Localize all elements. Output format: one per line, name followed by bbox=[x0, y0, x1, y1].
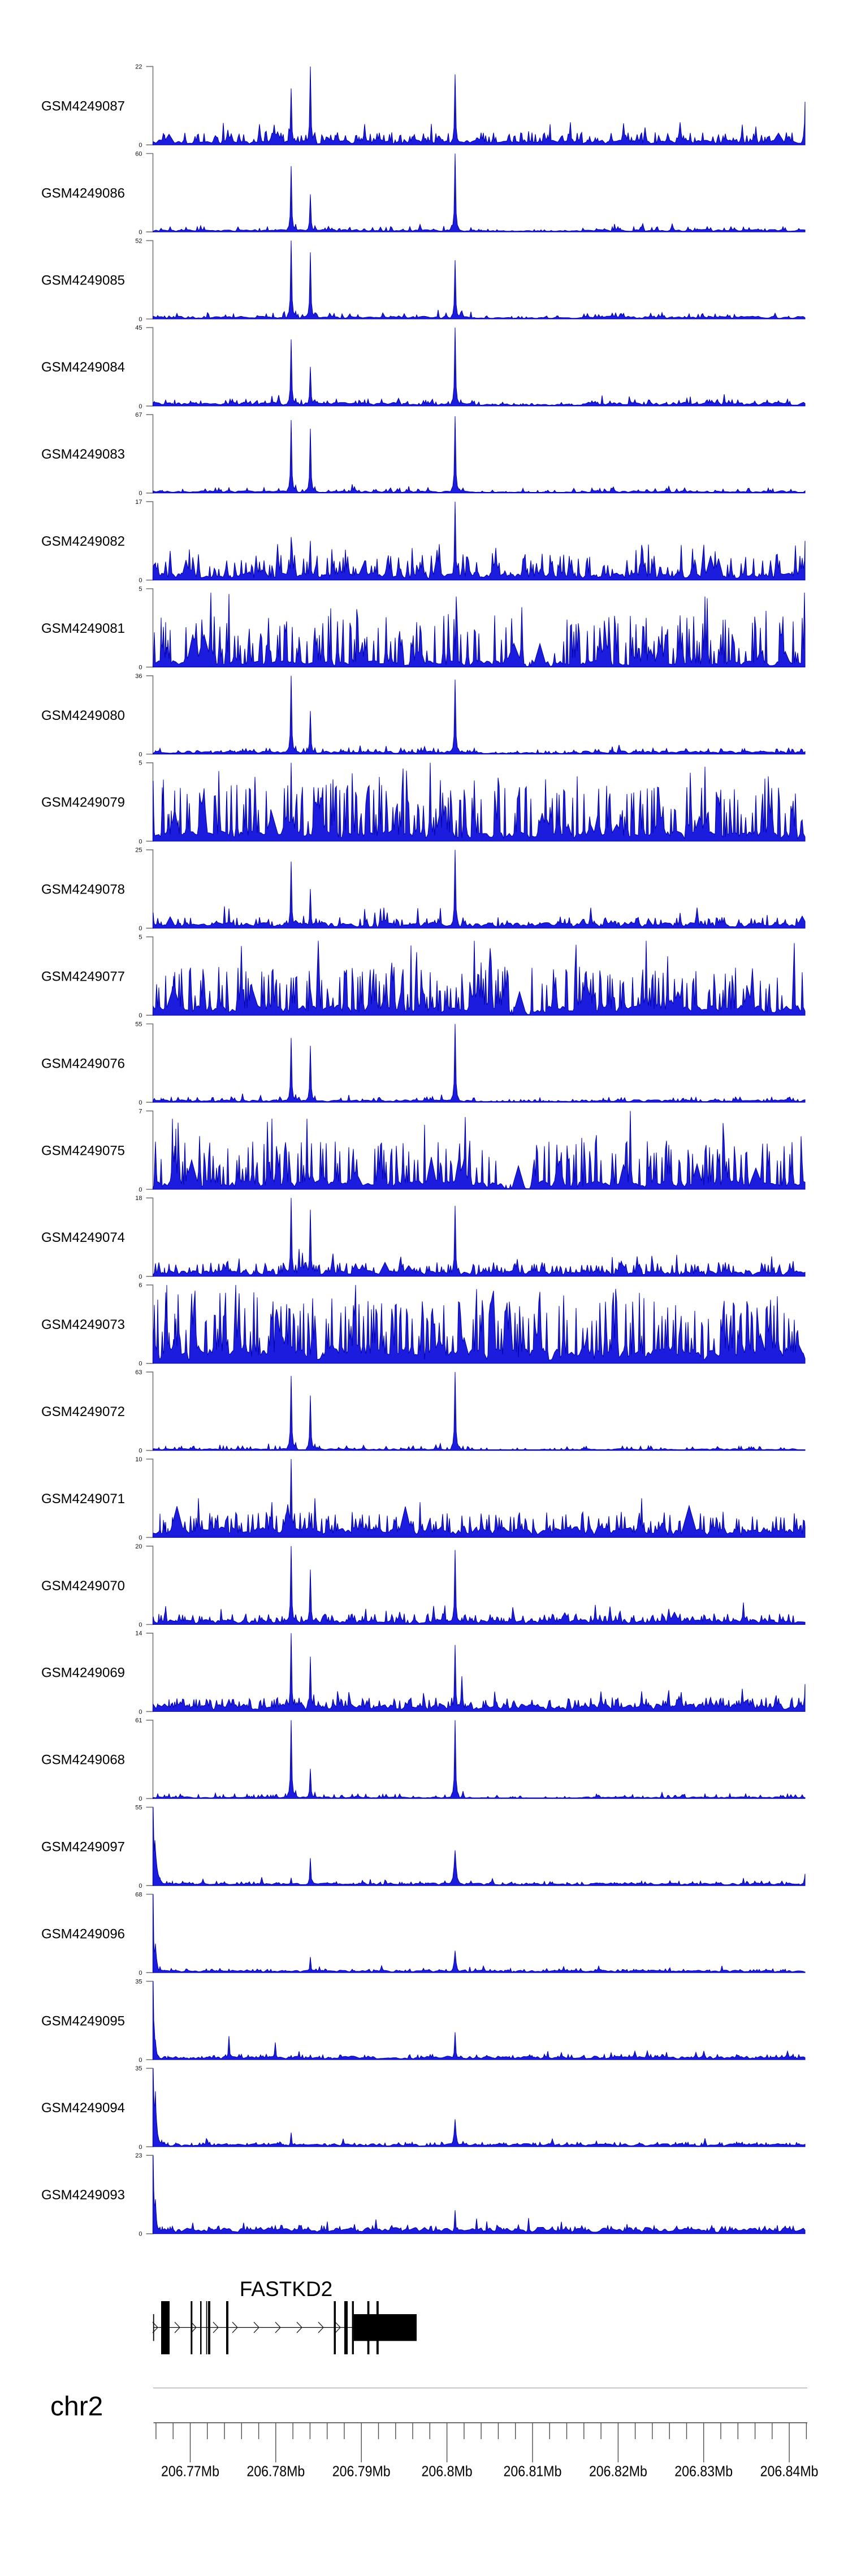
svg-text:chr2: chr2 bbox=[50, 2392, 103, 2422]
svg-text:10: 10 bbox=[135, 1456, 142, 1463]
svg-text:0: 0 bbox=[139, 1448, 142, 1455]
svg-text:63: 63 bbox=[135, 1369, 142, 1376]
svg-text:5: 5 bbox=[139, 586, 142, 593]
svg-text:GSM4249085: GSM4249085 bbox=[41, 273, 125, 288]
svg-text:25: 25 bbox=[135, 847, 142, 854]
svg-text:0: 0 bbox=[139, 142, 142, 149]
svg-text:14: 14 bbox=[135, 1630, 142, 1637]
svg-text:GSM4249096: GSM4249096 bbox=[41, 1926, 125, 1941]
svg-text:22: 22 bbox=[135, 64, 142, 71]
svg-text:0: 0 bbox=[139, 229, 142, 236]
svg-text:0: 0 bbox=[139, 1708, 142, 1715]
svg-text:55: 55 bbox=[135, 1021, 142, 1028]
svg-text:206.78Mb: 206.78Mb bbox=[246, 2463, 305, 2480]
svg-text:0: 0 bbox=[139, 1883, 142, 1889]
svg-text:206.8Mb: 206.8Mb bbox=[422, 2463, 473, 2480]
svg-text:GSM4249070: GSM4249070 bbox=[41, 1578, 125, 1594]
svg-text:0: 0 bbox=[139, 1361, 142, 1367]
svg-text:0: 0 bbox=[139, 838, 142, 845]
svg-text:206.84Mb: 206.84Mb bbox=[760, 2463, 819, 2480]
svg-text:GSM4249081: GSM4249081 bbox=[41, 621, 125, 636]
svg-text:GSM4249074: GSM4249074 bbox=[41, 1230, 125, 1245]
svg-text:GSM4249084: GSM4249084 bbox=[41, 360, 125, 375]
svg-text:0: 0 bbox=[139, 1099, 142, 1106]
svg-text:206.77Mb: 206.77Mb bbox=[161, 2463, 219, 2480]
svg-text:45: 45 bbox=[135, 325, 142, 331]
svg-text:GSM4249087: GSM4249087 bbox=[41, 99, 125, 114]
svg-text:GSM4249083: GSM4249083 bbox=[41, 447, 125, 462]
svg-text:0: 0 bbox=[139, 1012, 142, 1019]
svg-text:206.82Mb: 206.82Mb bbox=[589, 2463, 647, 2480]
svg-text:GSM4249080: GSM4249080 bbox=[41, 708, 125, 723]
svg-text:0: 0 bbox=[139, 925, 142, 932]
svg-text:6: 6 bbox=[139, 1282, 142, 1289]
svg-text:7: 7 bbox=[139, 1108, 142, 1115]
svg-text:GSM4249082: GSM4249082 bbox=[41, 534, 125, 549]
svg-text:GSM4249076: GSM4249076 bbox=[41, 1056, 125, 1071]
svg-text:206.81Mb: 206.81Mb bbox=[504, 2463, 562, 2480]
svg-text:GSM4249086: GSM4249086 bbox=[41, 185, 125, 201]
svg-text:35: 35 bbox=[135, 2065, 142, 2072]
svg-text:GSM4249079: GSM4249079 bbox=[41, 795, 125, 810]
svg-text:FASTKD2: FASTKD2 bbox=[240, 2277, 333, 2301]
svg-text:0: 0 bbox=[139, 403, 142, 410]
svg-text:0: 0 bbox=[139, 577, 142, 584]
svg-text:0: 0 bbox=[139, 1796, 142, 1802]
svg-text:61: 61 bbox=[135, 1718, 142, 1724]
svg-text:0: 0 bbox=[139, 2144, 142, 2151]
svg-text:GSM4249069: GSM4249069 bbox=[41, 1665, 125, 1681]
svg-text:5: 5 bbox=[139, 760, 142, 767]
svg-text:36: 36 bbox=[135, 673, 142, 680]
svg-text:GSM4249095: GSM4249095 bbox=[41, 2013, 125, 2029]
svg-text:0: 0 bbox=[139, 2057, 142, 2064]
svg-text:0: 0 bbox=[139, 1186, 142, 1193]
svg-text:5: 5 bbox=[139, 934, 142, 941]
svg-text:68: 68 bbox=[135, 1891, 142, 1898]
svg-text:0: 0 bbox=[139, 1970, 142, 1977]
svg-text:20: 20 bbox=[135, 1543, 142, 1550]
svg-text:17: 17 bbox=[135, 499, 142, 506]
svg-text:55: 55 bbox=[135, 1805, 142, 1811]
svg-text:GSM4249075: GSM4249075 bbox=[41, 1143, 125, 1158]
svg-text:23: 23 bbox=[135, 2152, 142, 2159]
svg-text:0: 0 bbox=[139, 490, 142, 497]
svg-text:GSM4249071: GSM4249071 bbox=[41, 1491, 125, 1507]
svg-text:GSM4249078: GSM4249078 bbox=[41, 882, 125, 897]
svg-text:GSM4249094: GSM4249094 bbox=[41, 2100, 125, 2116]
svg-text:GSM4249097: GSM4249097 bbox=[41, 1840, 125, 1855]
svg-text:0: 0 bbox=[139, 316, 142, 323]
svg-text:0: 0 bbox=[139, 1535, 142, 1542]
svg-text:0: 0 bbox=[139, 1621, 142, 1628]
svg-text:0: 0 bbox=[139, 2231, 142, 2238]
svg-text:GSM4249077: GSM4249077 bbox=[41, 969, 125, 985]
svg-text:GSM4249093: GSM4249093 bbox=[41, 2187, 125, 2203]
svg-text:0: 0 bbox=[139, 751, 142, 758]
svg-text:35: 35 bbox=[135, 1978, 142, 1985]
svg-text:GSM4249073: GSM4249073 bbox=[41, 1317, 125, 1332]
svg-text:0: 0 bbox=[139, 665, 142, 671]
svg-text:18: 18 bbox=[135, 1195, 142, 1202]
svg-text:206.83Mb: 206.83Mb bbox=[674, 2463, 733, 2480]
svg-text:GSM4249068: GSM4249068 bbox=[41, 1753, 125, 1768]
svg-text:67: 67 bbox=[135, 412, 142, 418]
svg-text:GSM4249072: GSM4249072 bbox=[41, 1404, 125, 1419]
svg-text:60: 60 bbox=[135, 150, 142, 157]
svg-text:206.79Mb: 206.79Mb bbox=[332, 2463, 391, 2480]
svg-text:52: 52 bbox=[135, 238, 142, 244]
svg-text:0: 0 bbox=[139, 1274, 142, 1280]
